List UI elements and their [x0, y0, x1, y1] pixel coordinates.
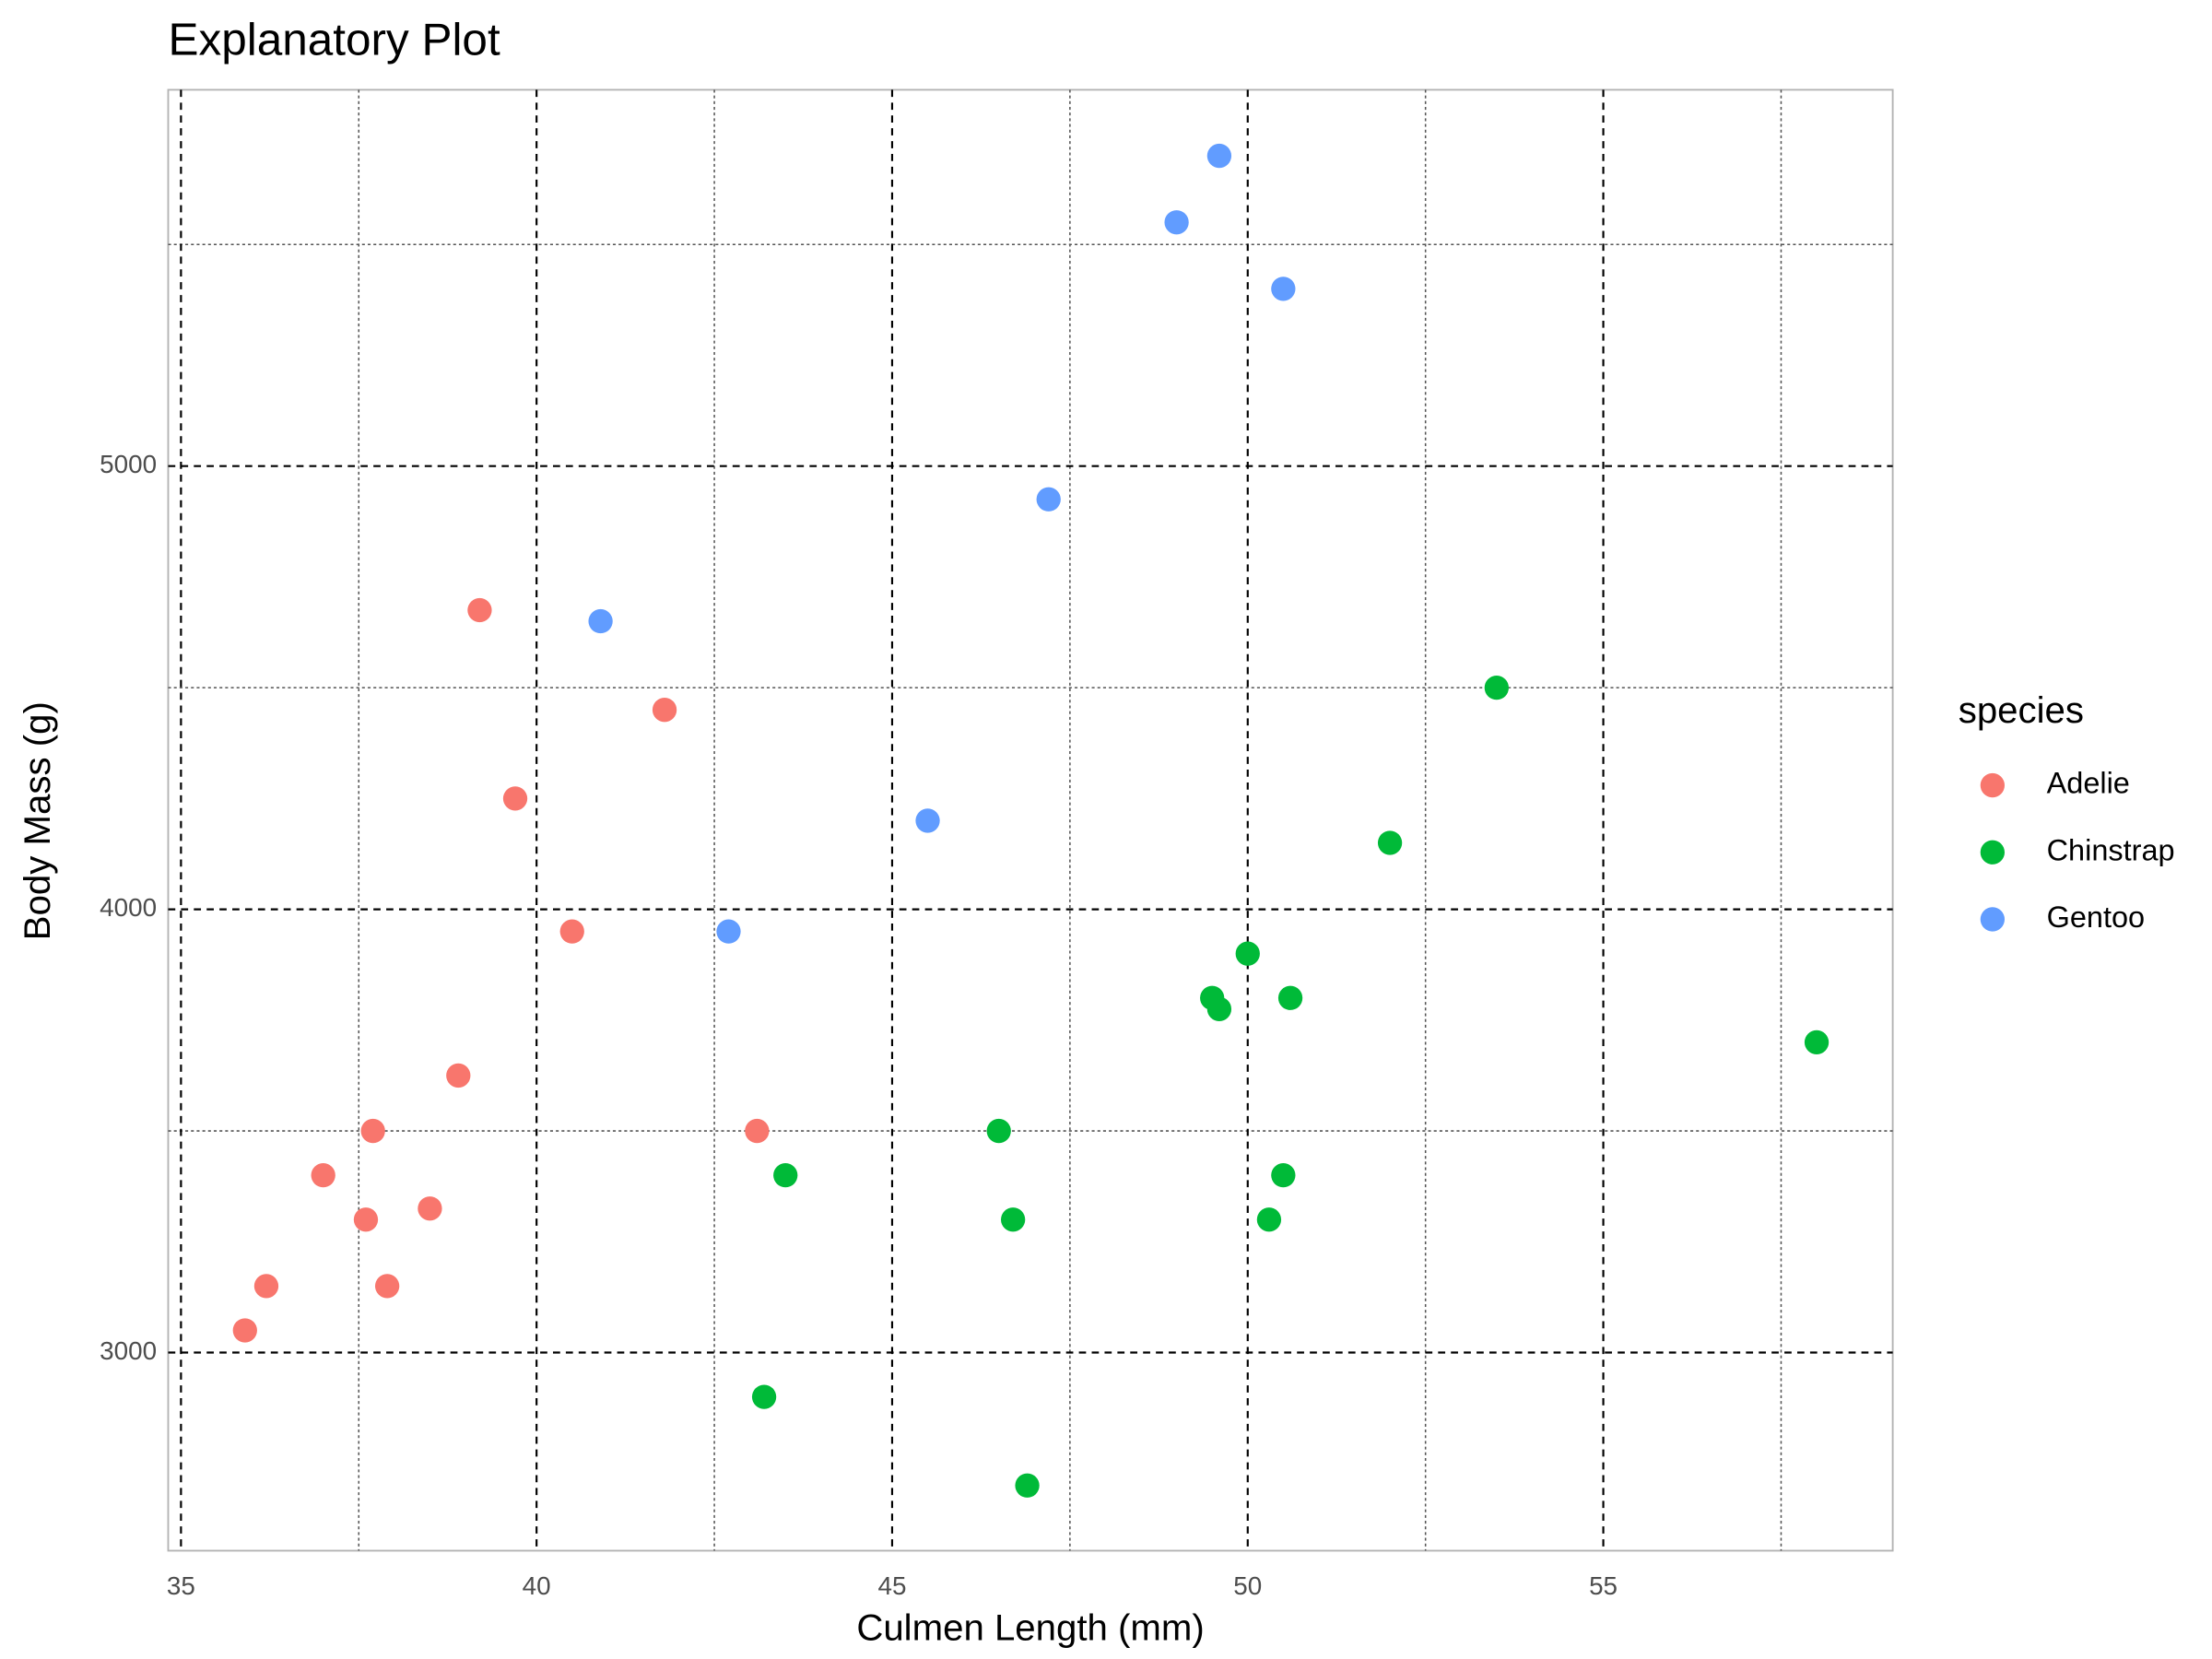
y-tick-label: 5000	[100, 450, 157, 478]
point	[353, 1207, 379, 1232]
point	[446, 1063, 471, 1088]
x-tick-label: 35	[167, 1571, 195, 1600]
y-axis-label: Body Mass (g)	[17, 701, 58, 940]
point	[1036, 487, 1061, 512]
point	[1206, 996, 1232, 1021]
point	[1164, 210, 1189, 235]
legend-title: species	[1959, 689, 2084, 731]
legend-label: Adelie	[2047, 767, 2130, 800]
y-tick-label: 4000	[100, 893, 157, 922]
point	[773, 1163, 798, 1188]
point	[374, 1274, 400, 1299]
x-axis-label: Culmen Length (mm)	[856, 1607, 1204, 1649]
point	[232, 1318, 257, 1343]
point	[1271, 1163, 1296, 1188]
point	[418, 1196, 442, 1221]
y-tick-label: 3000	[100, 1336, 157, 1365]
point	[751, 1384, 777, 1409]
legend-swatch	[1980, 772, 2005, 798]
legend-label: Gentoo	[2047, 900, 2146, 934]
x-tick-label: 50	[1233, 1571, 1262, 1600]
point	[253, 1274, 279, 1299]
point	[915, 808, 940, 833]
chart-title: Explanatory Plot	[168, 14, 500, 65]
legend-swatch	[1980, 840, 2005, 865]
point	[559, 919, 584, 944]
point	[716, 919, 741, 944]
point	[467, 597, 492, 623]
x-tick-label: 40	[523, 1571, 551, 1600]
point	[1277, 985, 1303, 1010]
point	[1484, 676, 1509, 700]
point	[1804, 1030, 1830, 1055]
point	[1235, 941, 1260, 966]
x-tick-label: 45	[877, 1571, 906, 1600]
point	[1377, 830, 1403, 855]
point	[311, 1163, 335, 1188]
point	[1256, 1207, 1282, 1232]
x-tick-label: 55	[1589, 1571, 1618, 1600]
point	[745, 1118, 770, 1144]
point	[1206, 143, 1232, 169]
plot-border	[167, 88, 1894, 1552]
legend-label: Chinstrap	[2047, 833, 2175, 866]
point	[1015, 1473, 1040, 1498]
point	[986, 1118, 1011, 1144]
point	[502, 786, 528, 811]
point	[588, 608, 613, 634]
point	[360, 1118, 385, 1144]
point	[652, 698, 677, 723]
point	[1271, 276, 1296, 301]
point	[1000, 1207, 1026, 1232]
legend-swatch	[1980, 907, 2005, 932]
